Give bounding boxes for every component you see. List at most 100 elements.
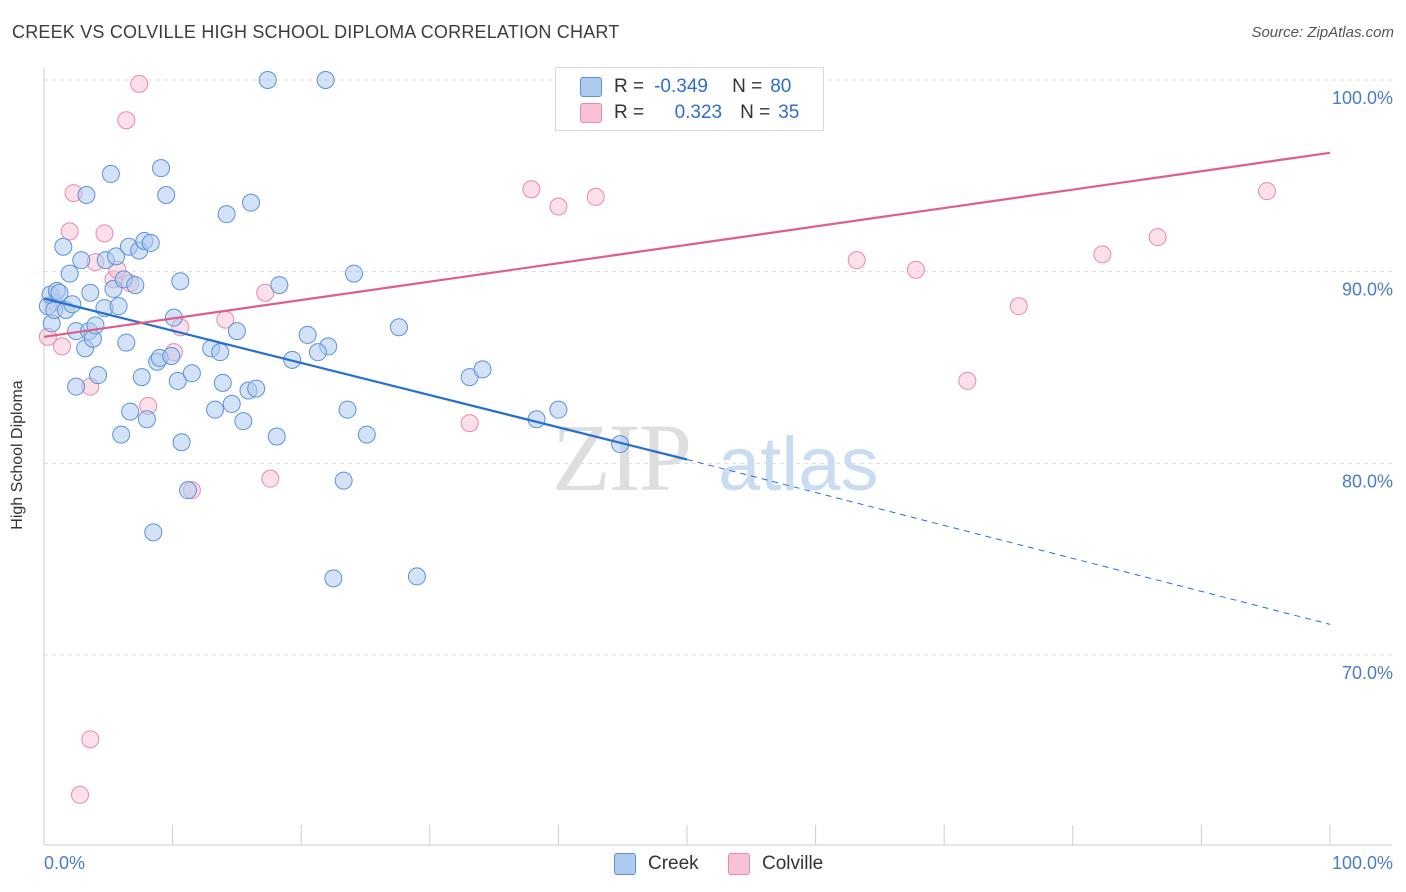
creek-point: [324, 569, 343, 588]
colville-point: [81, 730, 100, 749]
creek-point: [141, 233, 160, 252]
creek-point: [247, 379, 266, 398]
stats-legend: R = -0.349 N = 80 R = 0.323 N = 35: [555, 67, 824, 131]
creek-point: [211, 343, 230, 362]
colville-legend-label: Colville: [762, 853, 824, 874]
trend-lines: [43, 151, 1331, 625]
colville-r-value: 0.323: [674, 102, 723, 123]
colville-point: [549, 197, 568, 216]
legend-row-creek: R = -0.349 N = 80: [580, 75, 791, 99]
colville-point: [95, 224, 114, 243]
creek-point: [389, 318, 408, 337]
creek-point: [338, 400, 357, 419]
creek-point: [308, 343, 327, 362]
creek-point: [344, 264, 363, 283]
creek-point: [72, 251, 91, 270]
creek-point: [162, 347, 181, 365]
colville-legend-swatch: [728, 853, 750, 875]
colville-point: [847, 251, 866, 270]
creek-point: [112, 425, 131, 444]
colville-point: [130, 74, 149, 93]
creek-point: [217, 205, 236, 224]
x-tick-label: 100.0%: [1332, 853, 1393, 873]
creek-point: [117, 333, 136, 352]
creek-point: [242, 193, 261, 212]
colville-point: [53, 337, 72, 356]
colville-point: [1148, 228, 1167, 247]
colville-r-label: R =: [614, 102, 645, 123]
colville-point: [460, 414, 479, 433]
y-tick-label: 70.0%: [1342, 663, 1393, 683]
creek-point: [234, 412, 253, 431]
creek-r-label: R =: [614, 76, 645, 97]
creek-point: [316, 71, 335, 89]
creek-point: [206, 400, 225, 419]
creek-trend-line: [43, 297, 688, 461]
creek-point: [132, 368, 151, 387]
creek-point: [473, 360, 492, 379]
creek-swatch: [580, 77, 602, 97]
creek-point: [168, 371, 187, 390]
legend-row-colville: R = 0.323 N = 35: [580, 101, 799, 125]
creek-legend-label: Creek: [648, 853, 699, 874]
creek-point: [121, 402, 140, 421]
creek-point: [101, 164, 120, 183]
axes: [43, 68, 1392, 846]
creek-points: [38, 71, 630, 588]
creek-point: [213, 373, 232, 392]
colville-point: [958, 371, 977, 390]
creek-point: [227, 322, 246, 341]
colville-point: [906, 260, 925, 279]
source-label: Source: ZipAtlas.com: [1251, 24, 1394, 41]
creek-point: [267, 427, 286, 446]
creek-point: [54, 237, 73, 256]
y-tick-label: 90.0%: [1342, 280, 1393, 300]
creek-point: [89, 366, 108, 385]
creek-point: [270, 276, 289, 295]
colville-point: [1257, 182, 1276, 201]
creek-point: [334, 471, 353, 490]
legend-item-creek[interactable]: Creek: [614, 852, 699, 876]
y-axis-label: High School Diploma: [9, 380, 26, 530]
colville-point: [586, 187, 605, 206]
creek-legend-swatch: [614, 853, 636, 875]
creek-point: [126, 276, 145, 295]
creek-point: [179, 481, 198, 500]
creek-n-value: 80: [770, 76, 792, 97]
watermark-zip: ZIP: [552, 404, 690, 511]
creek-point: [77, 186, 96, 204]
creek-point: [298, 325, 317, 344]
creek-point: [152, 159, 171, 178]
creek-point: [157, 186, 176, 204]
watermark-atlas: atlas: [718, 422, 879, 507]
creek-point: [357, 425, 376, 444]
creek-point: [144, 523, 163, 542]
chart-title: CREEK VS COLVILLE HIGH SCHOOL DIPLOMA CO…: [12, 22, 620, 42]
y-tick-label: 100.0%: [1332, 88, 1393, 108]
creek-point: [60, 264, 79, 283]
creek-point: [182, 364, 201, 383]
creek-point: [407, 567, 426, 586]
creek-point: [107, 247, 126, 266]
colville-point: [71, 785, 90, 804]
creek-point: [549, 400, 568, 419]
colville-point: [1009, 297, 1028, 316]
colville-point: [261, 469, 280, 488]
creek-point: [171, 272, 190, 291]
colville-point: [522, 180, 541, 199]
x-tick-label: 0.0%: [44, 853, 85, 873]
creek-trend-extension: [686, 459, 1331, 625]
tick-labels: 70.0% 80.0% 90.0% 100.0% 0.0% 100.0%: [44, 88, 1393, 873]
creek-n-label: N =: [732, 76, 763, 97]
colville-point: [60, 222, 79, 241]
colville-trend-line: [43, 151, 1331, 338]
colville-n-value: 35: [778, 102, 800, 123]
legend-item-colville[interactable]: Colville: [728, 852, 823, 876]
creek-point: [81, 283, 100, 302]
creek-point: [222, 394, 241, 413]
creek-point: [67, 377, 86, 396]
creek-r-value: -0.349: [654, 76, 708, 97]
colville-n-label: N =: [740, 102, 771, 123]
colville-point: [1093, 245, 1112, 264]
